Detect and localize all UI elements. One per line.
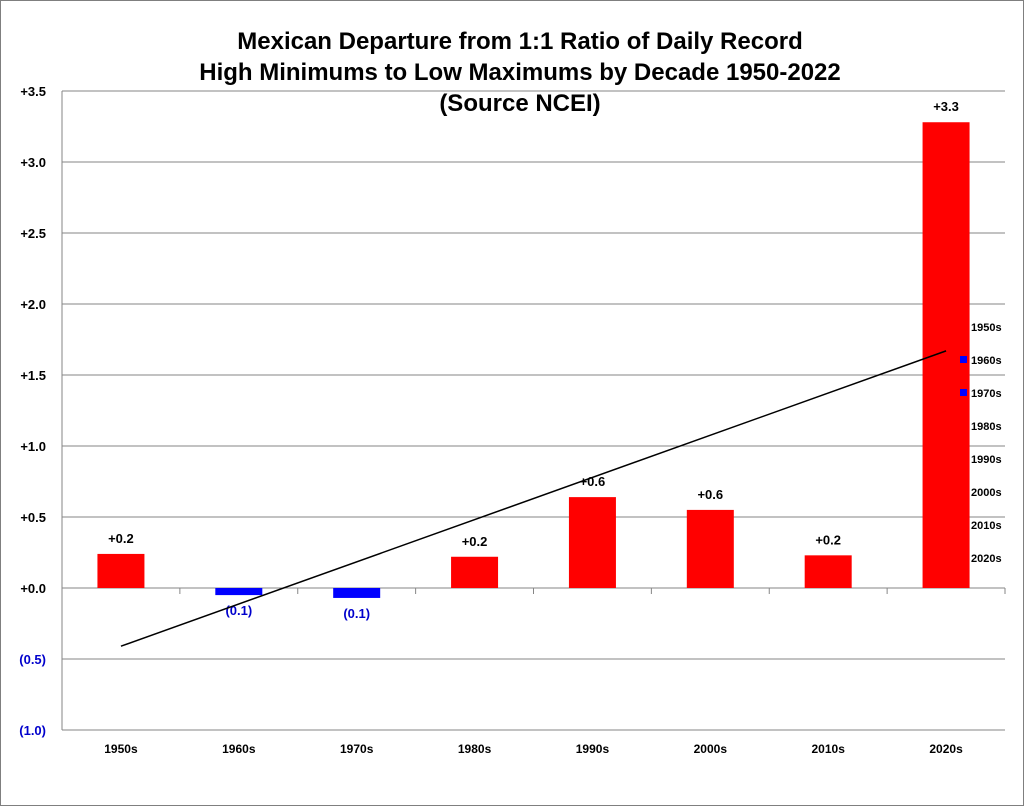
legend-entry: 2020s <box>971 553 1002 565</box>
bar-1970s <box>333 588 381 598</box>
x-tick-label: 1990s <box>576 742 610 756</box>
legend-swatch <box>960 389 967 396</box>
data-label: (0.1) <box>343 606 370 621</box>
bar-1960s <box>215 588 263 596</box>
y-tick-label: +2.0 <box>20 297 46 312</box>
x-tick-label: 2020s <box>929 742 963 756</box>
bar-2000s <box>686 509 734 588</box>
data-label: +0.2 <box>462 534 488 549</box>
x-tick-label: 1950s <box>104 742 138 756</box>
legend-entry: 1990s <box>971 454 1002 466</box>
bar-2020s <box>922 122 970 589</box>
bar-1990s <box>568 497 616 588</box>
legend-entry: 2000s <box>971 487 1002 499</box>
x-tick-label: 1960s <box>222 742 256 756</box>
y-tick-label: (1.0) <box>19 723 46 738</box>
x-tick-label: 1980s <box>458 742 492 756</box>
y-tick-label: +1.5 <box>20 368 46 383</box>
legend-entry: 1980s <box>971 421 1002 433</box>
y-tick-label: (0.5) <box>19 652 46 667</box>
y-tick-label: +1.0 <box>20 439 46 454</box>
legend-entry: 1960s <box>971 355 1002 367</box>
data-label: +0.2 <box>815 532 841 547</box>
legend-entry: 1950s <box>971 322 1002 334</box>
bar-2010s <box>804 555 852 588</box>
y-tick-label: +3.0 <box>20 155 46 170</box>
x-tick-label: 2000s <box>694 742 728 756</box>
data-label: +0.6 <box>580 474 606 489</box>
legend-entry: 2010s <box>971 520 1002 532</box>
data-label: +0.6 <box>697 487 723 502</box>
bar-1980s <box>451 556 499 588</box>
legend-swatch <box>960 356 967 363</box>
y-tick-label: +0.0 <box>20 581 46 596</box>
data-label: +0.2 <box>108 531 134 546</box>
y-tick-label: +0.5 <box>20 510 46 525</box>
data-label: +3.3 <box>933 99 959 114</box>
chart-title-line-2: High Minimums to Low Maximums by Decade … <box>199 59 841 86</box>
legend-entry: 1970s <box>971 388 1002 400</box>
chart-title-line-1: Mexican Departure from 1:1 Ratio of Dail… <box>237 28 803 55</box>
y-tick-label: +3.5 <box>20 84 46 99</box>
y-tick-label: +2.5 <box>20 226 46 241</box>
data-label: (0.1) <box>225 603 252 618</box>
chart-title: Mexican Departure from 1:1 Ratio of Dail… <box>0 26 1024 119</box>
chart-title-line-3: (Source NCEI) <box>439 90 601 117</box>
bar-1950s <box>97 553 145 588</box>
trend-line <box>120 350 947 647</box>
x-tick-label: 1970s <box>340 742 374 756</box>
x-tick-label: 2010s <box>812 742 846 756</box>
